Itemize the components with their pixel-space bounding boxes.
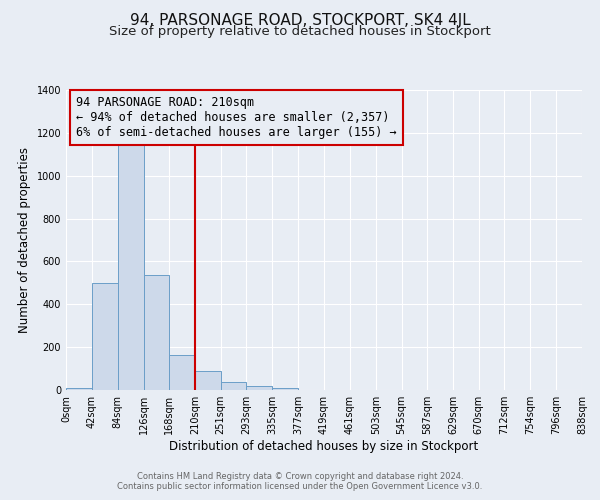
Bar (169, 354, 196, 390)
Text: Contains HM Land Registry data © Crown copyright and database right 2024.: Contains HM Land Registry data © Crown c… (137, 472, 463, 481)
Text: 94, PARSONAGE ROAD, STOCKPORT, SK4 4JL: 94, PARSONAGE ROAD, STOCKPORT, SK4 4JL (130, 12, 470, 28)
Text: Contains public sector information licensed under the Open Government Licence v3: Contains public sector information licen… (118, 482, 482, 491)
Bar (66, 388, 92, 390)
Bar (92, 283, 118, 390)
Bar (272, 388, 298, 390)
Bar (118, 142, 143, 390)
X-axis label: Distribution of detached houses by size in Stockport: Distribution of detached houses by size … (169, 440, 479, 453)
Bar (247, 386, 272, 390)
Bar (143, 276, 169, 390)
Bar (221, 382, 247, 390)
Y-axis label: Number of detached properties: Number of detached properties (18, 147, 31, 333)
Bar (196, 371, 221, 390)
Text: 94 PARSONAGE ROAD: 210sqm
← 94% of detached houses are smaller (2,357)
6% of sem: 94 PARSONAGE ROAD: 210sqm ← 94% of detac… (76, 96, 397, 139)
Text: Size of property relative to detached houses in Stockport: Size of property relative to detached ho… (109, 25, 491, 38)
